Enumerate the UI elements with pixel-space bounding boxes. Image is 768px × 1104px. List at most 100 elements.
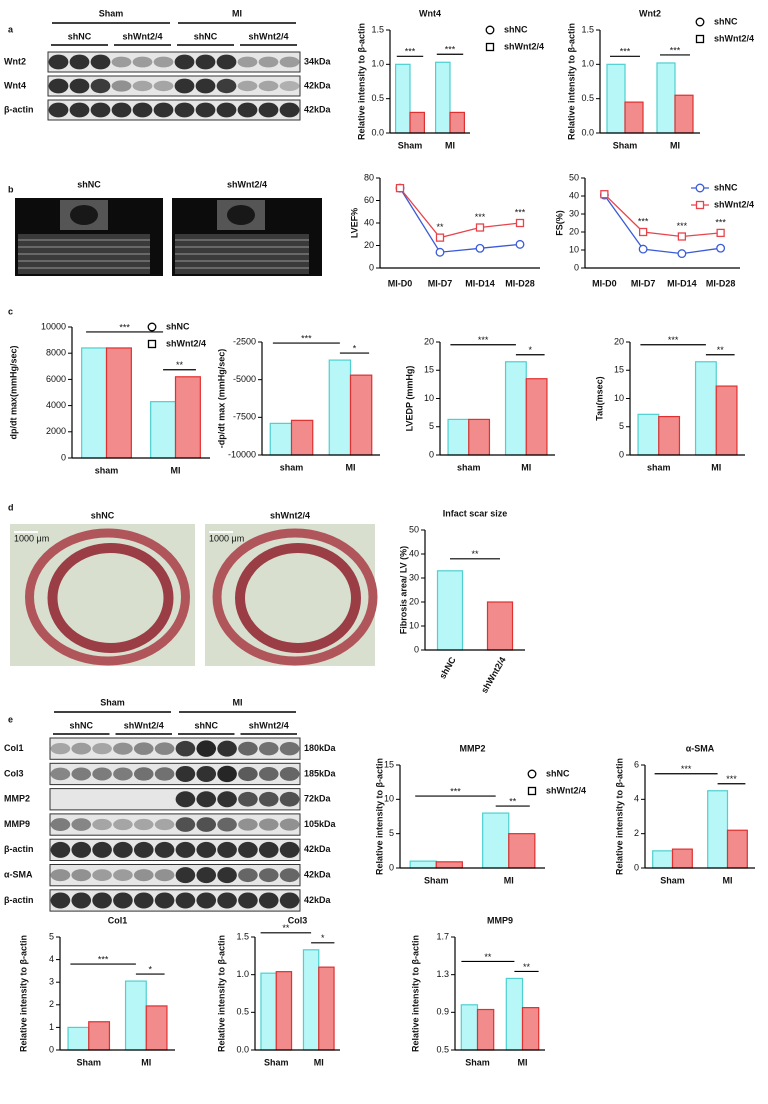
blot-lane-label: shWnt2/4: [248, 31, 288, 41]
blot-band: [153, 102, 174, 118]
x-tick-label: MI: [518, 1057, 528, 1067]
y-tick-label: 20: [614, 336, 624, 346]
blot-band: [216, 102, 237, 118]
significance-label: ***: [405, 47, 416, 57]
bar: [88, 1021, 111, 1051]
y-axis-label: Relative intensity to β-actin: [356, 23, 366, 140]
y-tick-label: 3: [49, 977, 54, 987]
y-tick-label: 0: [389, 862, 394, 872]
x-tick-label: MI: [346, 462, 356, 472]
y-tick-label: 1.0: [371, 59, 384, 69]
blot-band: [196, 841, 217, 858]
significance-label: **: [523, 962, 531, 972]
bar: [707, 790, 729, 869]
blot-band: [238, 892, 258, 909]
y-tick-label: 2: [634, 828, 639, 838]
x-tick-label: sham: [280, 462, 304, 472]
bar: [694, 361, 717, 456]
bar: [328, 359, 352, 456]
blot-band: [132, 80, 153, 92]
blot-band: [113, 742, 133, 755]
y-tick-label: 20: [424, 336, 434, 346]
blot-row-label: Col3: [4, 768, 24, 778]
point: [716, 243, 726, 253]
blot-band: [175, 892, 196, 909]
blot-band: [50, 767, 71, 781]
x-tick-label: MI-D7: [428, 278, 453, 288]
significance-label: **: [282, 923, 290, 933]
bar: [726, 829, 748, 869]
y-tick-label: 40: [364, 217, 374, 227]
legend-label: shNC: [504, 24, 528, 34]
blot-band: [50, 743, 71, 755]
point: [515, 218, 525, 228]
blot-band: [175, 740, 196, 757]
y-tick-label: 0: [619, 449, 624, 459]
blot-strip: [49, 838, 301, 862]
y-tick-label: 15: [614, 365, 624, 375]
significance-label: ***: [301, 333, 312, 343]
blot-size-label: 42kDa: [304, 80, 332, 90]
blot-band: [196, 740, 217, 757]
significance-label: ***: [515, 207, 526, 217]
point: [716, 228, 725, 238]
blot-band: [196, 817, 217, 832]
x-tick-label: MI: [711, 462, 721, 472]
y-tick-label: 0.5: [236, 1007, 249, 1017]
x-tick-label: MI: [141, 1057, 151, 1067]
blot-band: [113, 841, 133, 858]
y-tick-label: 15: [424, 365, 434, 375]
y-tick-label: 0.9: [436, 1007, 449, 1017]
blot-band: [92, 892, 112, 909]
blot-band: [69, 78, 90, 94]
bar: [482, 812, 510, 869]
y-axis-label: dp/dt max(mmHg/sec): [8, 345, 18, 439]
blot-band: [196, 867, 217, 884]
y-tick-label: 0.5: [371, 93, 384, 103]
chart-title: MMP9: [487, 915, 513, 925]
blot-band: [195, 102, 216, 118]
bar: [302, 949, 320, 1051]
y-tick-label: 5: [619, 421, 624, 431]
x-tick-label: sham: [647, 462, 671, 472]
x-tick-label: MI-D0: [388, 278, 413, 288]
y-tick-label: 0: [429, 449, 434, 459]
y-axis-label: Relative intensity to β-actin: [410, 935, 420, 1052]
blot-band: [279, 892, 300, 909]
blot-band: [111, 56, 132, 68]
bar: [652, 850, 674, 869]
chart-title: Col3: [288, 915, 308, 925]
bar: [658, 415, 681, 456]
point: [475, 223, 485, 232]
significance-label: ***: [119, 322, 130, 332]
legend-marker: [695, 17, 705, 27]
blot-strip: [49, 889, 301, 912]
y-axis-label: Relative intensity to β-actin: [216, 935, 226, 1052]
blot-group-label: Sham: [99, 8, 124, 18]
bar: [504, 361, 527, 456]
x-tick-label: Sham: [264, 1057, 289, 1067]
legend-label: shNC: [166, 321, 190, 331]
y-axis-label: -dp/dt max (mmHg/sec): [216, 349, 226, 449]
scale-bar-label: 1000 μm: [209, 533, 244, 543]
x-tick-label: MI: [171, 465, 181, 475]
bar: [521, 1007, 540, 1051]
blot-band: [153, 80, 174, 92]
legend-marker: [527, 786, 537, 796]
blot-band: [238, 818, 258, 831]
blot-band: [217, 791, 237, 808]
blot-band: [196, 765, 217, 782]
blot-size-label: 42kDa: [304, 104, 332, 114]
blot-band: [279, 791, 300, 807]
blot-row-label: Wnt2: [4, 56, 26, 66]
significance-label: ***: [445, 45, 456, 55]
y-tick-label: 1.5: [236, 931, 249, 941]
series-line: [603, 194, 721, 255]
blot-band: [132, 102, 153, 118]
blot-band: [196, 791, 217, 808]
blot-band: [175, 867, 196, 884]
y-axis-label: Relative intensity to β-actin: [374, 758, 384, 875]
blot-band: [71, 841, 92, 858]
bar: [449, 111, 465, 134]
